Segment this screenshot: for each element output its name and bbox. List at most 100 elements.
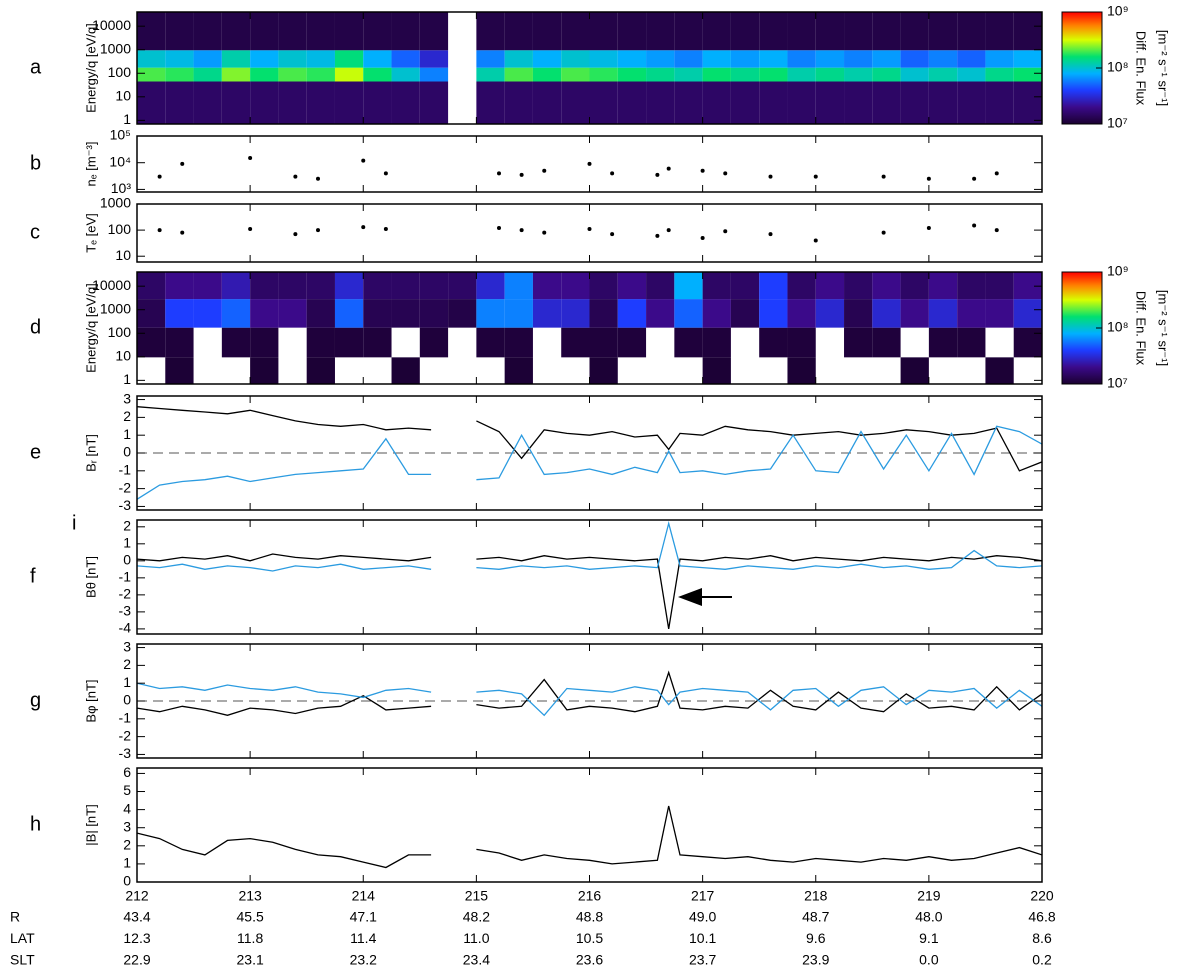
row-value: 9.6 xyxy=(806,930,826,946)
data-point xyxy=(666,166,671,171)
x-tick-label: 219 xyxy=(917,888,941,904)
row-value: 48.0 xyxy=(915,909,942,925)
row-value: 11.8 xyxy=(237,930,263,946)
frame xyxy=(136,203,1043,263)
flux-cell xyxy=(165,67,194,82)
data-point xyxy=(926,176,931,181)
panel-letter: h xyxy=(30,813,41,835)
flux-cell xyxy=(617,81,647,124)
flux-cell xyxy=(306,67,335,82)
flux-cell xyxy=(306,327,335,358)
flux-cell xyxy=(221,67,251,82)
y-tick-label: -1 xyxy=(119,462,132,478)
row-label: R xyxy=(10,909,20,925)
panel-letter: c xyxy=(30,221,40,243)
y-tick-label: 1 xyxy=(123,426,131,442)
flux-cell xyxy=(815,67,845,82)
data-point xyxy=(180,230,185,235)
flux-cell xyxy=(561,299,590,328)
row-value: 48.2 xyxy=(463,909,490,925)
panel-letter: b xyxy=(30,152,41,174)
flux-cell xyxy=(391,272,420,300)
y-tick-label: 10 xyxy=(115,247,131,263)
flux-cell xyxy=(589,12,618,51)
y-tick-label: 2 xyxy=(123,656,131,672)
frame xyxy=(136,767,1043,883)
flux-cell xyxy=(957,67,986,82)
row-label: SLT xyxy=(10,952,35,968)
row-value: 23.4 xyxy=(463,952,490,968)
data-point xyxy=(881,174,886,179)
data-point xyxy=(519,228,524,233)
flux-cell xyxy=(674,67,703,82)
flux-cell xyxy=(448,272,477,300)
data-point xyxy=(248,227,253,232)
flux-cell xyxy=(561,12,590,51)
flux-cell xyxy=(589,67,618,82)
data-point xyxy=(587,227,592,232)
y-tick-label: 0 xyxy=(123,444,131,460)
y-tick-label: 0 xyxy=(123,692,131,708)
flux-cell xyxy=(137,299,166,328)
y-tick-label: 10 xyxy=(115,348,131,364)
flux-cell xyxy=(674,299,703,328)
data-point xyxy=(542,230,547,235)
flux-cell xyxy=(476,50,505,68)
row-value: 23.2 xyxy=(350,952,377,968)
series-line xyxy=(137,520,1042,572)
flux-cell xyxy=(334,67,364,82)
colorbar: 10⁷ 10⁸ 10⁹ Diff. En. Flux [m⁻² s⁻¹ sr⁻¹] xyxy=(1061,3,1171,131)
flux-cell xyxy=(957,50,986,68)
flux-cell xyxy=(165,299,194,328)
plot-area xyxy=(137,12,1042,124)
flux-cell xyxy=(532,50,562,68)
flux-cell xyxy=(844,81,873,124)
flux-cell xyxy=(928,12,958,51)
x-tick-label: 215 xyxy=(465,888,489,904)
y-tick-label: -3 xyxy=(119,603,132,619)
flux-cell xyxy=(759,50,788,68)
flux-cell xyxy=(250,357,279,384)
flux-cell xyxy=(646,299,675,328)
data-point xyxy=(497,226,501,231)
y-tick-label: -3 xyxy=(119,497,132,513)
flux-cell xyxy=(957,81,986,124)
flux-cell xyxy=(872,12,901,51)
y-tick-label: 10 xyxy=(115,88,131,104)
flux-cell xyxy=(815,50,845,68)
flux-cell xyxy=(504,357,533,384)
x-tick-label: 220 xyxy=(1030,888,1054,904)
flux-cell xyxy=(787,272,816,300)
y-axis-label: Bφ [nT] xyxy=(83,679,98,722)
flux-cell xyxy=(730,272,760,300)
flux-cell xyxy=(730,67,760,82)
flux-cell xyxy=(1013,327,1042,358)
flux-cell xyxy=(504,50,533,68)
y-tick-label: 100 xyxy=(108,324,132,340)
flux-cell xyxy=(165,327,194,358)
flux-cell xyxy=(476,81,505,124)
flux-cell xyxy=(476,299,505,328)
flux-cell xyxy=(985,12,1014,51)
row-value: 8.6 xyxy=(1032,930,1052,946)
flux-cell xyxy=(900,272,929,300)
y-tick-label: -2 xyxy=(119,727,132,743)
flux-cell xyxy=(165,50,194,68)
flux-cell xyxy=(561,81,590,124)
plot-area xyxy=(137,805,1042,869)
colorbar-units: [m⁻² s⁻¹ sr⁻¹] xyxy=(1156,290,1171,366)
flux-cell xyxy=(702,81,731,124)
colorbar-tick-label: 10⁷ xyxy=(1107,115,1128,131)
y-axis-label: Bᵣ [nT] xyxy=(83,434,98,472)
y-tick-label: 2 xyxy=(123,408,131,424)
flux-cell xyxy=(646,12,675,51)
y-tick-label: 2 xyxy=(123,518,131,534)
colorbar-tick-label: 10⁹ xyxy=(1107,3,1129,19)
flux-cell xyxy=(872,50,901,68)
flux-cell xyxy=(589,299,618,328)
flux-cell xyxy=(617,67,647,82)
flux-cell xyxy=(787,50,816,68)
flux-cell xyxy=(1013,299,1042,328)
flux-cell xyxy=(137,67,166,82)
flux-cell xyxy=(844,299,873,328)
